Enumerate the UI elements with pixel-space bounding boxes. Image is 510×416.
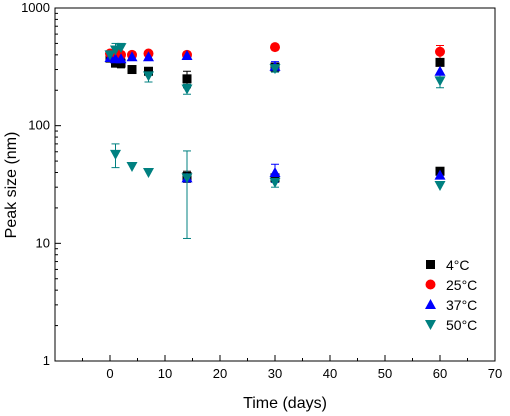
y-tick-label: 1000	[21, 0, 50, 15]
data-point-triangle-down	[115, 43, 127, 54]
legend-item-50c: 50°C	[425, 317, 477, 333]
legend-triangle-up-marker	[425, 299, 436, 309]
data-point-triangle-up	[269, 166, 281, 177]
data-point-triangle-up	[115, 53, 127, 64]
data-point-triangle-down	[434, 76, 446, 87]
data-point-square	[127, 65, 137, 75]
data-point-circle	[270, 42, 280, 53]
data-markers	[104, 42, 446, 192]
data-point-triangle-down	[104, 50, 116, 61]
data-point-triangle-up	[126, 51, 138, 62]
legend: 4°C 25°C 37°C 50°C	[425, 257, 477, 333]
legend-item-25c: 25°C	[425, 277, 477, 293]
legend-label-25c: 25°C	[446, 277, 477, 293]
legend-label-4c: 4°C	[446, 257, 470, 273]
data-point-triangle-down	[269, 177, 281, 188]
y-axis: 1 10 100 1000	[21, 0, 61, 368]
data-point-triangle-down	[143, 167, 154, 178]
x-tick-label: 70	[488, 366, 502, 381]
x-tick-label: 30	[268, 366, 282, 381]
data-point-triangle-down	[269, 64, 281, 75]
x-tick-label: 50	[378, 366, 392, 381]
x-tick-label: 0	[106, 366, 113, 381]
data-point-triangle-down	[126, 161, 138, 172]
data-point-triangle-down	[181, 84, 193, 95]
data-point-triangle-up	[434, 169, 446, 180]
x-tick-label: 40	[323, 366, 337, 381]
data-point-triangle-down	[143, 71, 154, 82]
y-tick-label: 1	[43, 353, 50, 368]
legend-triangle-down-marker	[425, 320, 436, 330]
data-point-square	[182, 74, 192, 84]
legend-item-37c: 37°C	[425, 297, 477, 313]
x-tick-label: 20	[213, 366, 227, 381]
data-point-triangle-down	[110, 149, 121, 160]
data-point-triangle-up	[434, 65, 446, 76]
legend-item-4c: 4°C	[426, 257, 470, 273]
data-point-triangle-up	[181, 49, 193, 60]
x-tick-label: 10	[158, 366, 172, 381]
data-point-circle	[435, 46, 445, 57]
x-tick-label: 60	[433, 366, 447, 381]
legend-square-marker	[426, 260, 435, 269]
x-axis-title: Time (days)	[243, 395, 327, 412]
data-point-triangle-down	[181, 173, 193, 184]
legend-circle-marker	[425, 279, 436, 290]
y-tick-label: 100	[28, 118, 50, 133]
data-point-triangle-up	[143, 51, 154, 62]
x-axis: 0 10 20 30 40 50 60 70	[82, 355, 502, 381]
y-axis-title: Peak size (nm)	[3, 132, 20, 239]
legend-label-37c: 37°C	[446, 297, 477, 313]
data-point-square	[144, 66, 153, 76]
data-point-square	[435, 57, 445, 67]
y-tick-label: 10	[36, 235, 50, 250]
legend-label-50c: 50°C	[446, 317, 477, 333]
data-point-triangle-down	[434, 181, 446, 192]
